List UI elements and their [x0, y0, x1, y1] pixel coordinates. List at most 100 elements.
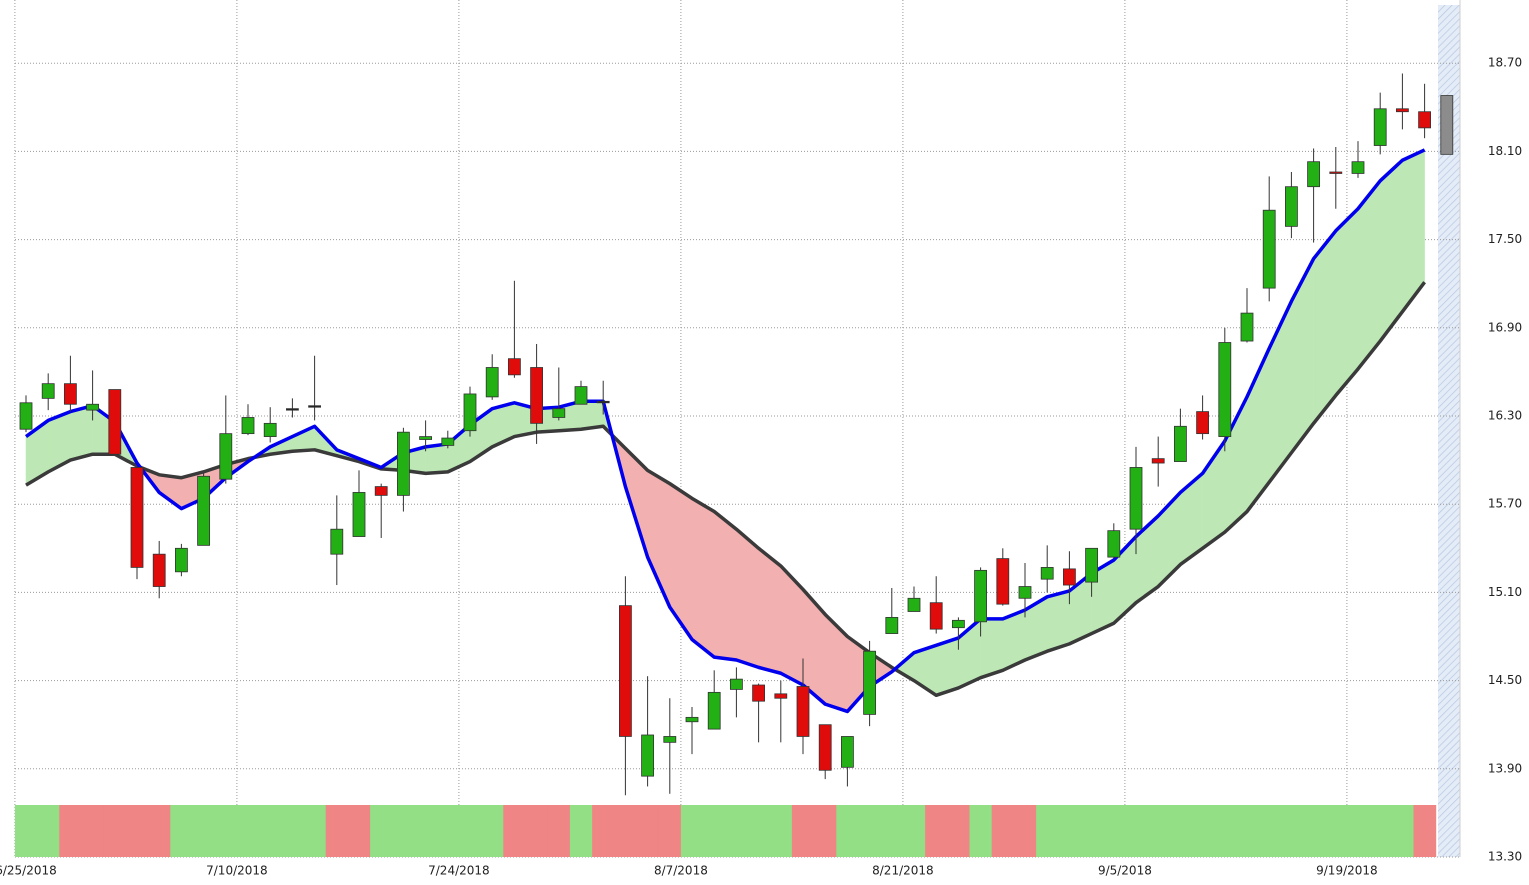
signal-band-cell [192, 805, 216, 857]
signal-band-cell [1102, 805, 1126, 857]
signal-band-cell [769, 805, 793, 857]
y-tick-label: 18.70 [1488, 56, 1522, 70]
signal-band-cell [303, 805, 327, 857]
signal-band-cell [947, 805, 970, 857]
signal-band-cell [680, 805, 704, 857]
candle-body [396, 431, 410, 496]
y-tick-label: 16.90 [1488, 320, 1522, 334]
signal-band [14, 805, 1437, 857]
signal-band-cell [14, 805, 38, 857]
signal-band-cell [125, 805, 149, 857]
candles [19, 73, 1454, 796]
x-tick-label: 7/24/2018 [428, 864, 490, 878]
signal-band-cell [414, 805, 438, 857]
signal-band-cell [59, 805, 82, 857]
signal-band-cell [1169, 805, 1192, 857]
labels: 13.30 13.90 14.50 15.10 15.70 16.30 16.90 17.50… [0, 56, 1522, 878]
candle-body [530, 367, 543, 424]
signal-band-cell [170, 805, 193, 857]
ma-fill [713, 511, 737, 661]
x-tick-label: 6/25/2018 [0, 864, 57, 878]
candle-body [1218, 342, 1232, 437]
candle-body [1440, 95, 1454, 155]
signal-band-cell [525, 805, 549, 857]
signal-band-cell [902, 805, 926, 857]
candle-body [707, 691, 721, 730]
fills [25, 149, 1425, 713]
ma-fill [758, 547, 782, 674]
candle-body [285, 408, 299, 411]
signal-band-cell [1346, 805, 1370, 857]
signal-band-cell [370, 805, 393, 857]
candle-body [1418, 111, 1431, 129]
candle-body [1174, 425, 1187, 462]
moving-average-line [24, 148, 1426, 714]
candle-body [929, 602, 943, 630]
y-tick-label: 17.50 [1488, 232, 1522, 246]
future-zone [1438, 5, 1460, 857]
candle-body [1107, 530, 1121, 558]
ma-fill [1357, 180, 1381, 370]
signal-band-cell [703, 805, 726, 857]
signal-band-cell [1280, 805, 1303, 857]
candle-body [352, 492, 366, 537]
candle-body [241, 417, 255, 435]
ma-fill [824, 613, 848, 712]
ma-fill [691, 497, 715, 658]
signal-band-cell [347, 805, 371, 857]
ma-fill [935, 637, 959, 696]
signal-band-cell [636, 805, 660, 857]
candle-body [752, 684, 765, 702]
candle-body [1262, 209, 1276, 289]
candle-body [108, 389, 122, 455]
signal-band-cell [858, 805, 882, 857]
candle-body [507, 358, 521, 376]
candle-body [19, 402, 33, 430]
candle-body [1373, 108, 1387, 146]
x-tick-label: 7/10/2018 [206, 864, 268, 878]
ma-fill [1313, 230, 1337, 425]
y-tick-label: 13.30 [1488, 850, 1522, 864]
x-tick-label: 8/7/2018 [654, 864, 708, 878]
x-tick-label: 9/19/2018 [1316, 864, 1378, 878]
moving-average-line [25, 281, 1426, 698]
y-tick-label: 13.90 [1488, 761, 1522, 775]
x-tick-label: 8/21/2018 [872, 864, 934, 878]
ma-fill [1335, 208, 1359, 397]
signal-band-cell [991, 805, 1015, 857]
candle-body [219, 433, 233, 480]
x-tick-label: 9/5/2018 [1098, 864, 1152, 878]
signal-band-cell [1058, 805, 1081, 857]
ma-fill [669, 483, 693, 641]
signal-band-cell [1124, 805, 1148, 857]
candle-body [841, 736, 854, 768]
ma-fill [736, 528, 759, 668]
candle-body [197, 475, 211, 546]
candle-body [596, 400, 610, 404]
signal-band-cell [236, 805, 260, 857]
candle-body [308, 405, 322, 408]
candle-body [796, 686, 810, 737]
ma-fill [1291, 258, 1314, 454]
candle-body [1285, 186, 1298, 227]
signal-band-cell [1391, 805, 1414, 857]
candle-body [86, 403, 99, 411]
candle-body [907, 597, 921, 612]
signal-band-cell [148, 805, 171, 857]
signal-band-cell [925, 805, 948, 857]
y-tick-label: 15.10 [1488, 585, 1522, 599]
candle-body [996, 558, 1010, 605]
candle-body [663, 736, 677, 743]
grid [14, 0, 1460, 858]
signal-band-cell [1369, 805, 1392, 857]
signal-band-cell [1147, 805, 1170, 857]
ma-fill [647, 469, 671, 608]
candle-body [974, 569, 987, 623]
signal-band-cell [392, 805, 415, 857]
signal-band-cell [1013, 805, 1037, 857]
candle-body [64, 383, 77, 405]
candle-body [1396, 108, 1409, 113]
signal-band-cell [259, 805, 282, 857]
signal-band-cell [281, 805, 304, 857]
